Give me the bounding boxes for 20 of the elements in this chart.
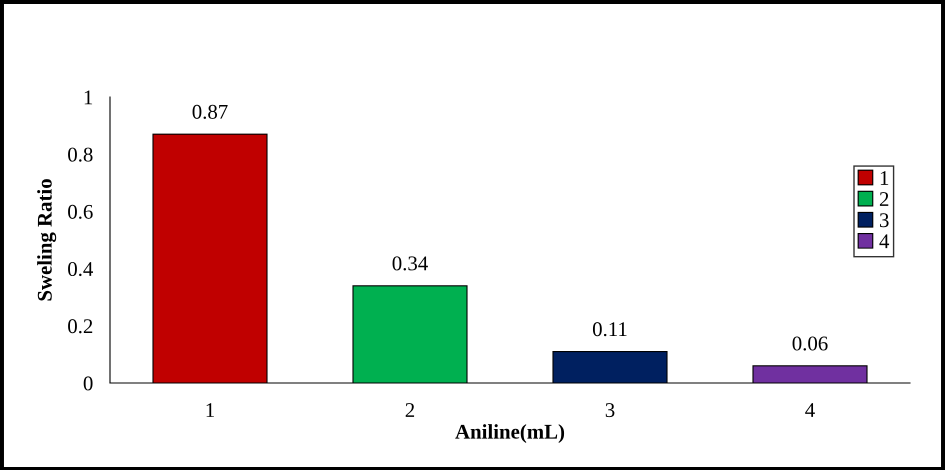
y-tick-label: 0 [84,376,93,390]
data-label: 0.34 [392,256,428,271]
legend-label: 1 [880,171,888,185]
data-label: 0.87 [192,104,228,119]
legend-label: 4 [879,234,890,248]
y-tick-label: 0.6 [68,204,93,219]
legend-label: 3 [880,213,889,228]
data-label: 0.06 [792,336,828,351]
x-axis-title: Aniline(mL) [455,424,564,444]
y-axis-title: Sweling Ratio [37,179,56,301]
x-tick-label: 4 [805,403,815,417]
y-tick-label: 0.8 [68,148,93,162]
y-tick-label: 0.2 [68,319,92,334]
y-tick-label: 1 [84,90,92,104]
legend-label: 2 [880,192,888,206]
x-tick-label: 1 [206,403,214,417]
y-tick-label: 0.4 [68,262,94,276]
data-label: 0.11 [592,322,627,336]
x-tick-label: 3 [606,403,614,418]
x-tick-label: 2 [406,403,414,417]
